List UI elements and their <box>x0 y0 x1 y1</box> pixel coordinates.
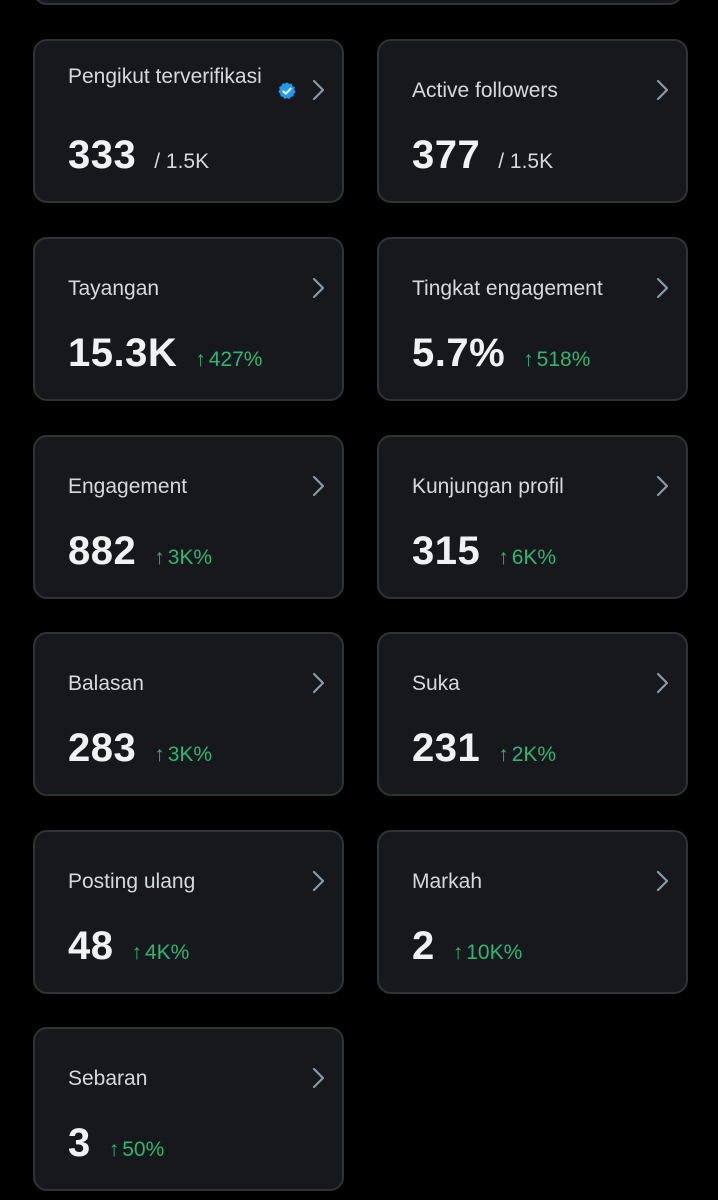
stat-label: Posting ulang <box>68 870 196 893</box>
stat-trend: ↑ 427% <box>195 348 262 372</box>
stat-value: 48 <box>68 924 114 968</box>
stat-value-row: 5.7% ↑ 518% <box>412 331 590 376</box>
stat-value-row: 48 ↑ 4K% <box>68 924 189 969</box>
stat-value-row: 3 ↑ 50% <box>68 1121 164 1166</box>
stat-label: Markah <box>412 870 483 893</box>
stat-label: Pengikut terverifikasi <box>68 65 262 88</box>
stat-label: Kunjungan profil <box>412 475 564 498</box>
chevron-right-icon <box>312 475 325 497</box>
chevron-right-icon <box>656 277 669 299</box>
arrow-up-icon: ↑ <box>498 743 509 766</box>
stat-value: 283 <box>68 726 137 770</box>
stat-card-reposts[interactable]: Posting ulang 48 ↑ 4K% <box>33 830 344 994</box>
stat-value: 315 <box>412 529 481 573</box>
stat-value: 15.3K <box>68 331 178 375</box>
chevron-right-icon <box>656 672 669 694</box>
arrow-up-icon: ↑ <box>452 941 464 964</box>
stat-label: Active followers <box>412 79 558 102</box>
stat-trend: ↑ 518% <box>523 348 590 372</box>
stat-label: Tayangan <box>68 277 160 300</box>
chevron-right-icon <box>656 870 669 892</box>
stat-trend-value: 518% <box>536 348 591 371</box>
stat-label: Suka <box>412 672 460 695</box>
stat-value-row: 333 / 1.5K <box>68 133 209 178</box>
stat-trend-value: 50% <box>122 1138 165 1161</box>
stat-card-bookmarks[interactable]: Markah 2 ↑ 10K% <box>377 830 688 994</box>
stat-value: 2 <box>412 924 435 968</box>
stat-card-profile-visits[interactable]: Kunjungan profil 315 ↑ 6K% <box>377 435 688 599</box>
stat-value-row: 315 ↑ 6K% <box>412 529 556 574</box>
stat-card-replies[interactable]: Balasan 283 ↑ 3K% <box>33 632 344 796</box>
stat-card-engagement[interactable]: Engagement 882 ↑ 3K% <box>33 435 344 599</box>
stat-trend: ↑ 6K% <box>498 546 556 570</box>
stat-denominator: / 1.5K <box>154 150 210 173</box>
stat-trend-value: 3K% <box>167 743 213 766</box>
arrow-up-icon: ↑ <box>154 546 165 569</box>
arrow-up-icon: ↑ <box>195 348 206 371</box>
stat-value: 3 <box>68 1121 91 1165</box>
previous-card-edge <box>33 0 683 5</box>
stat-trend: ↑ 3K% <box>154 546 212 570</box>
stat-value-row: 377 / 1.5K <box>412 133 553 178</box>
chevron-right-icon <box>312 1067 325 1089</box>
stat-value: 882 <box>68 529 137 573</box>
stat-trend: ↑ 4K% <box>132 941 190 965</box>
arrow-up-icon: ↑ <box>498 546 509 569</box>
chevron-right-icon <box>312 79 325 101</box>
stat-trend-value: 10K% <box>466 941 523 964</box>
stat-value-row: 882 ↑ 3K% <box>68 529 212 574</box>
stat-trend-value: 6K% <box>511 546 557 569</box>
stat-card-shares[interactable]: Sebaran 3 ↑ 50% <box>33 1027 344 1191</box>
arrow-up-icon: ↑ <box>523 348 534 371</box>
stat-value: 377 <box>412 133 481 177</box>
chevron-right-icon <box>312 870 325 892</box>
stat-card-likes[interactable]: Suka 231 ↑ 2K% <box>377 632 688 796</box>
arrow-up-icon: ↑ <box>154 743 165 766</box>
stat-label: Engagement <box>68 475 188 498</box>
arrow-up-icon: ↑ <box>131 941 143 964</box>
stat-trend: ↑ 3K% <box>154 743 212 767</box>
stat-value: 333 <box>68 133 137 177</box>
stat-trend-value: 4K% <box>145 941 190 964</box>
arrow-up-icon: ↑ <box>108 1138 120 1161</box>
stat-card-active-followers[interactable]: Active followers 377 / 1.5K <box>377 39 688 203</box>
chevron-right-icon <box>312 672 325 694</box>
stat-value-row: 231 ↑ 2K% <box>412 726 556 771</box>
stat-trend: ↑ 50% <box>109 1138 165 1162</box>
stat-label: Balasan <box>68 672 144 695</box>
stat-trend-value: 427% <box>208 348 263 371</box>
chevron-right-icon <box>656 475 669 497</box>
chevron-right-icon <box>656 79 669 101</box>
stat-value: 5.7% <box>412 331 506 375</box>
stat-denominator: / 1.5K <box>498 150 554 173</box>
stat-trend: ↑ 10K% <box>453 941 523 965</box>
stat-card-verified-followers[interactable]: Pengikut terverifikasi 333 / 1.5K <box>33 39 344 203</box>
stat-trend-value: 2K% <box>511 743 557 766</box>
stat-label: Tingkat engagement <box>412 277 603 300</box>
stat-trend-value: 3K% <box>167 546 213 569</box>
stat-value-row: 15.3K ↑ 427% <box>68 331 262 376</box>
stat-card-impressions[interactable]: Tayangan 15.3K ↑ 427% <box>33 237 344 401</box>
stat-value-row: 283 ↑ 3K% <box>68 726 212 771</box>
stat-trend: ↑ 2K% <box>498 743 556 767</box>
verified-badge-icon <box>278 82 296 99</box>
chevron-right-icon <box>312 277 325 299</box>
stat-label: Sebaran <box>68 1067 148 1090</box>
stat-card-engagement-rate[interactable]: Tingkat engagement 5.7% ↑ 518% <box>377 237 688 401</box>
stat-value-row: 2 ↑ 10K% <box>412 924 522 969</box>
stat-value: 231 <box>412 726 481 770</box>
